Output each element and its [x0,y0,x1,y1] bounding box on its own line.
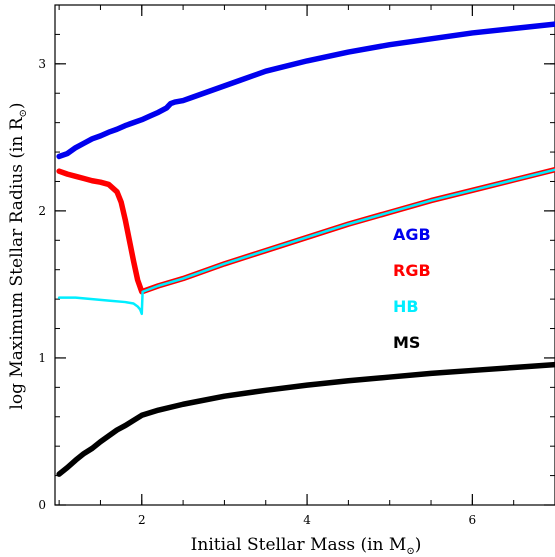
x-tick-label: 6 [469,513,477,527]
y-axis-title: log Maximum Stellar Radius (in R⊙) [7,102,29,409]
y-tick-label: 0 [38,498,46,512]
ticks: 2 4 6 0 1 2 3 [38,5,555,527]
series-line-agb [56,21,555,160]
series-line-hb [57,168,555,316]
legend-entry-hb: HB [393,297,419,316]
series-layer [56,21,555,477]
y-tick-label: 3 [38,57,46,71]
y-tick-label: 2 [38,204,46,218]
x-tick-label: 2 [138,513,146,527]
y-tick-label: 1 [38,351,46,365]
x-axis-title: Initial Stellar Mass (in M⊙) [191,535,422,557]
plot-frame [54,4,555,506]
legend-entry-ms: MS [393,333,420,352]
series-line-ms [56,361,555,477]
x-tick-label: 4 [303,513,311,527]
legend-entry-agb: AGB [393,225,431,244]
legend-entry-rgb: RGB [393,261,431,280]
legend: AGB RGB HB MS [393,225,431,352]
